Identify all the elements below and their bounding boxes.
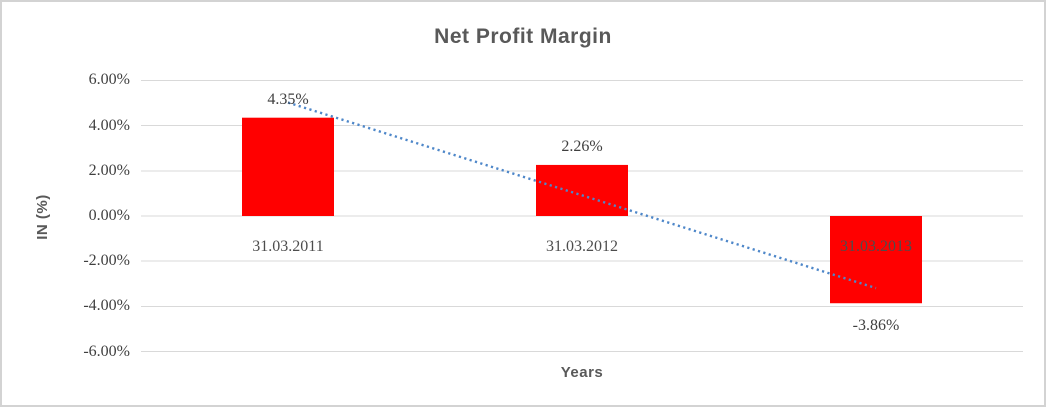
y-tick-label: 4.00% [88, 116, 130, 134]
y-axis-title: IN (%) [34, 194, 51, 240]
y-tick-label: 2.00% [88, 161, 130, 179]
data-label: 2.26% [561, 137, 603, 155]
category-label: 31.03.2013 [840, 238, 912, 255]
category-label: 31.03.2011 [252, 238, 324, 255]
y-tick-label: 0.00% [88, 207, 130, 224]
category-label: 31.03.2012 [546, 238, 618, 255]
x-axis-title: Years [560, 364, 604, 381]
bar-31.03.2012 [536, 164, 628, 216]
data-label: -3.86% [852, 317, 900, 335]
trendline [287, 101, 877, 290]
chart-title: Net Profit Margin [434, 25, 612, 48]
data-label: 4.35% [267, 90, 309, 108]
bar-31.03.2011 [242, 117, 334, 216]
bar-31.03.2013 [830, 216, 922, 304]
y-tick-label: -2.00% [83, 252, 130, 270]
y-tick-label: -4.00% [83, 297, 130, 315]
y-tick-label: -6.00% [83, 342, 130, 360]
y-tick-label: 6.00% [88, 71, 130, 89]
